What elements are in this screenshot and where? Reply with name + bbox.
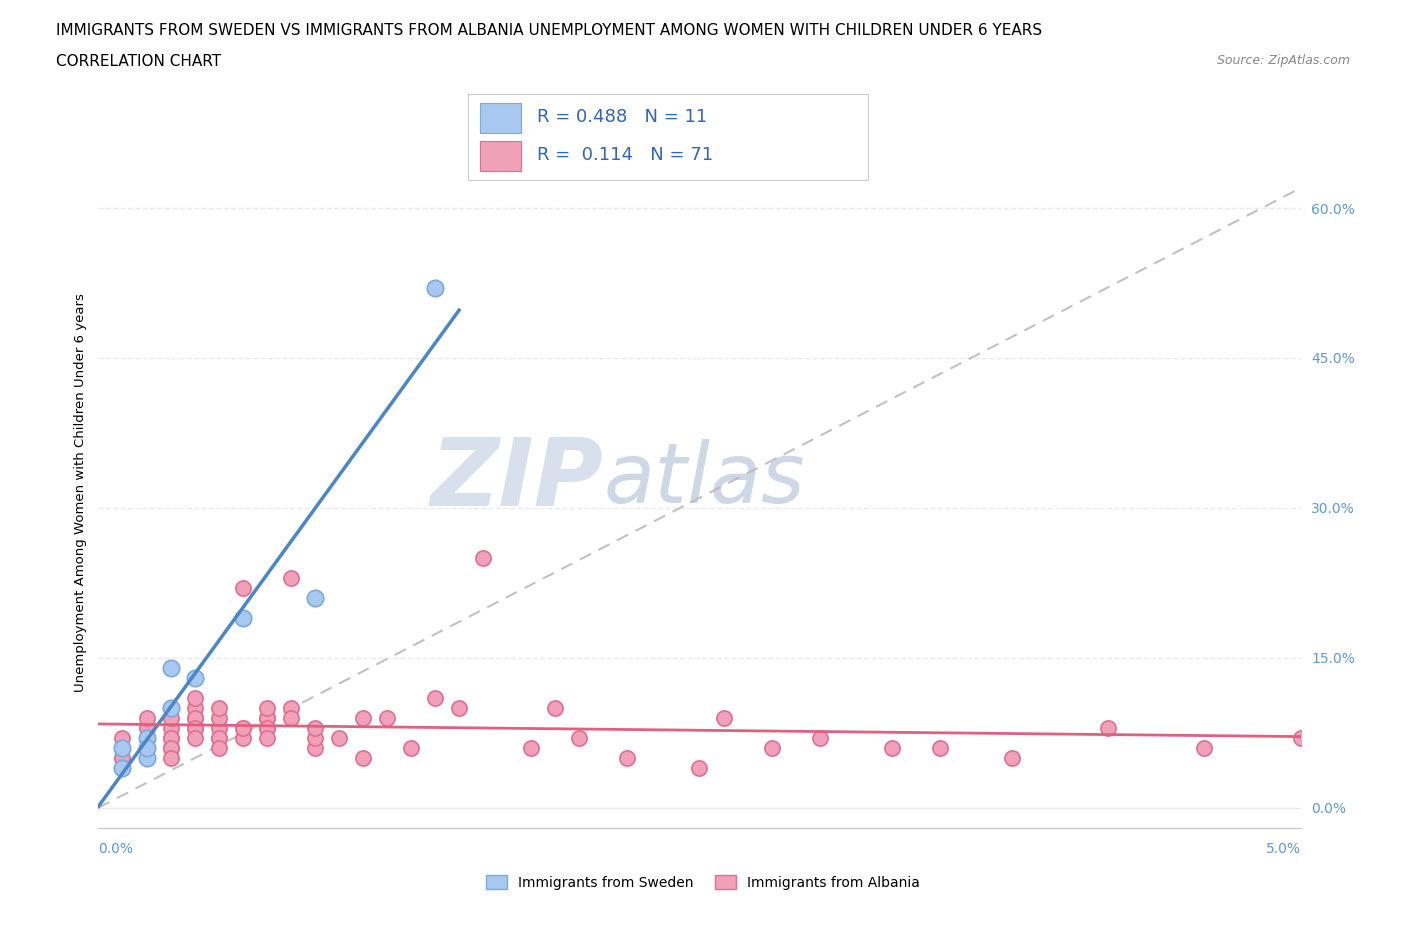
Point xyxy=(304,740,326,755)
Point xyxy=(208,730,231,745)
Point xyxy=(1097,721,1119,736)
Point xyxy=(135,711,157,725)
Point xyxy=(232,730,254,745)
Point xyxy=(135,740,157,755)
Point xyxy=(808,730,831,745)
Point xyxy=(761,740,783,755)
Point xyxy=(111,761,134,776)
Point xyxy=(135,730,157,745)
Point xyxy=(135,730,157,745)
Text: atlas: atlas xyxy=(603,439,806,520)
Point xyxy=(232,721,254,736)
Point xyxy=(159,751,181,765)
Point xyxy=(135,721,157,736)
Point xyxy=(304,730,326,745)
Point xyxy=(304,591,326,605)
Point xyxy=(183,721,205,736)
Point xyxy=(232,580,254,595)
Point xyxy=(135,730,157,745)
Text: Source: ZipAtlas.com: Source: ZipAtlas.com xyxy=(1216,54,1350,67)
Point xyxy=(232,721,254,736)
Point xyxy=(208,740,231,755)
Point xyxy=(135,751,157,765)
Point xyxy=(208,711,231,725)
Point xyxy=(208,721,231,736)
Point xyxy=(352,751,374,765)
Point xyxy=(183,721,205,736)
Point xyxy=(111,730,134,745)
Point xyxy=(159,730,181,745)
Point xyxy=(159,740,181,755)
Point xyxy=(1289,730,1312,745)
Point xyxy=(375,711,398,725)
Point xyxy=(1194,740,1216,755)
Point xyxy=(183,690,205,705)
Point xyxy=(256,711,278,725)
Point xyxy=(352,711,374,725)
Point xyxy=(544,700,567,715)
Point xyxy=(111,751,134,765)
Point xyxy=(159,730,181,745)
Point xyxy=(183,671,205,685)
Point xyxy=(111,740,134,755)
Point xyxy=(183,730,205,745)
Point xyxy=(232,610,254,625)
Point xyxy=(423,690,446,705)
Point xyxy=(183,711,205,725)
FancyBboxPatch shape xyxy=(481,140,522,171)
Point xyxy=(520,740,543,755)
Point xyxy=(929,740,952,755)
Point xyxy=(616,751,638,765)
Point xyxy=(111,761,134,776)
Text: 0.0%: 0.0% xyxy=(98,842,134,856)
Point xyxy=(111,740,134,755)
Point xyxy=(159,711,181,725)
Point xyxy=(135,740,157,755)
Point xyxy=(183,721,205,736)
Point xyxy=(280,700,302,715)
Point xyxy=(159,740,181,755)
Point xyxy=(280,711,302,725)
Point xyxy=(208,730,231,745)
Point xyxy=(304,721,326,736)
Point xyxy=(423,281,446,296)
Point xyxy=(472,551,495,565)
Text: R = 0.488   N = 11: R = 0.488 N = 11 xyxy=(537,108,707,126)
Point xyxy=(135,730,157,745)
Point xyxy=(568,730,591,745)
Point xyxy=(111,751,134,765)
Point xyxy=(280,570,302,585)
FancyBboxPatch shape xyxy=(468,94,868,180)
Point xyxy=(159,660,181,675)
Point xyxy=(183,711,205,725)
Point xyxy=(256,721,278,736)
Point xyxy=(880,740,903,755)
Text: ZIP: ZIP xyxy=(430,433,603,525)
Text: R =  0.114   N = 71: R = 0.114 N = 71 xyxy=(537,146,713,164)
Point xyxy=(1001,751,1024,765)
Text: CORRELATION CHART: CORRELATION CHART xyxy=(56,54,221,69)
Point xyxy=(256,730,278,745)
Y-axis label: Unemployment Among Women with Children Under 6 years: Unemployment Among Women with Children U… xyxy=(75,294,87,692)
Point xyxy=(447,700,470,715)
Point xyxy=(159,721,181,736)
Point xyxy=(256,700,278,715)
Point xyxy=(135,730,157,745)
Legend: Immigrants from Sweden, Immigrants from Albania: Immigrants from Sweden, Immigrants from … xyxy=(481,870,925,896)
FancyBboxPatch shape xyxy=(481,102,522,133)
Text: 5.0%: 5.0% xyxy=(1265,842,1301,856)
Point xyxy=(399,740,422,755)
Point xyxy=(689,761,711,776)
Point xyxy=(208,700,231,715)
Text: IMMIGRANTS FROM SWEDEN VS IMMIGRANTS FROM ALBANIA UNEMPLOYMENT AMONG WOMEN WITH : IMMIGRANTS FROM SWEDEN VS IMMIGRANTS FRO… xyxy=(56,23,1042,38)
Point xyxy=(256,711,278,725)
Point xyxy=(183,700,205,715)
Point xyxy=(328,730,350,745)
Point xyxy=(159,700,181,715)
Point xyxy=(256,721,278,736)
Point xyxy=(713,711,735,725)
